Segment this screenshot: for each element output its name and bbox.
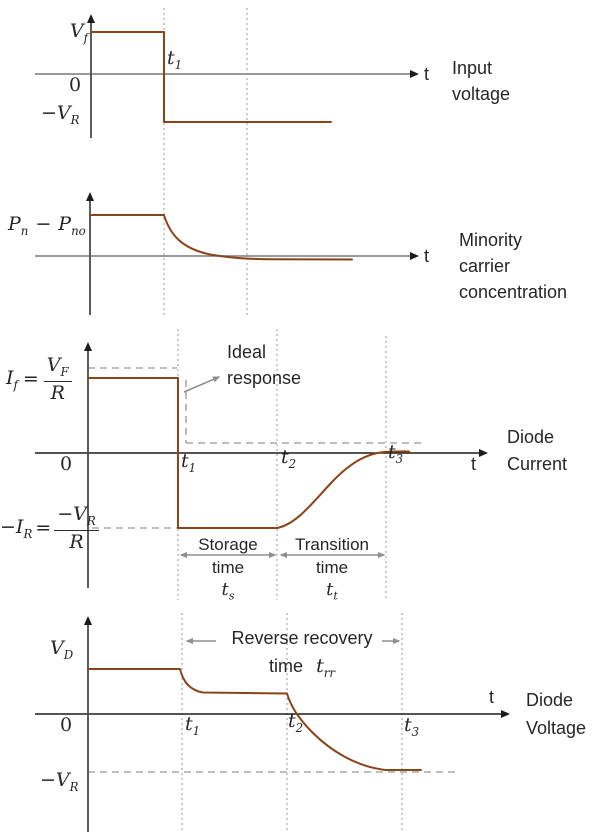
p1-origin-label: 0 <box>69 74 82 96</box>
neg-vr-label-p4: −VR <box>40 769 79 794</box>
diode-current-waveform <box>87 377 410 529</box>
t1-label-p1: t1 <box>167 47 183 72</box>
p3-panel-title: Diode Current <box>507 427 568 474</box>
reverse-recovery-label-line2: time trr <box>269 655 335 680</box>
t1-label-p4: t1 <box>185 713 201 738</box>
pn-minus-pno-label: Pn − Pno <box>8 213 86 238</box>
t3-label-p4: t3 <box>404 714 420 739</box>
p1-panel-title: Input voltage <box>452 58 511 104</box>
p3-origin-label: 0 <box>60 453 73 475</box>
neg-ir-equation-label: −IR = −VR R <box>0 505 99 552</box>
reverse-recovery-label-line1: Reverse recovery <box>231 628 373 648</box>
storage-time-label: Storage time ts <box>192 535 264 602</box>
vd-label: VD <box>50 637 74 662</box>
neg-vr-label-p1: −VR <box>41 102 80 127</box>
p3-time-axis-label: t <box>471 454 477 474</box>
vf-label: Vf <box>69 20 88 45</box>
t2-label-p4: t2 <box>288 710 304 735</box>
if-equation-label: If = VF R <box>6 356 72 403</box>
diode-voltage-waveform <box>87 668 422 771</box>
p2-panel-title: Minority carrier concentration <box>459 230 568 302</box>
ideal-response-label: Ideal response <box>227 342 302 388</box>
p4-panel-title: Diode Voltage <box>526 690 587 738</box>
t2-label-p3: t2 <box>281 446 297 471</box>
t1-label-p3: t1 <box>181 450 197 475</box>
input-voltage-waveform <box>90 31 332 123</box>
p4-origin-label: 0 <box>60 714 73 736</box>
ts-symbol: ts <box>221 579 235 603</box>
trr-symbol: trr <box>316 655 335 680</box>
ideal-response-callout-arrow <box>183 376 221 393</box>
p2-time-axis-label: t <box>424 246 430 266</box>
transition-time-label: Transition time tt <box>291 535 373 602</box>
t3-label-p3: t3 <box>388 441 404 466</box>
p1-time-axis-label: t <box>424 64 430 84</box>
p4-time-axis-label: t <box>489 687 495 707</box>
tt-symbol: tt <box>326 579 338 603</box>
minority-carrier-waveform <box>89 214 353 261</box>
